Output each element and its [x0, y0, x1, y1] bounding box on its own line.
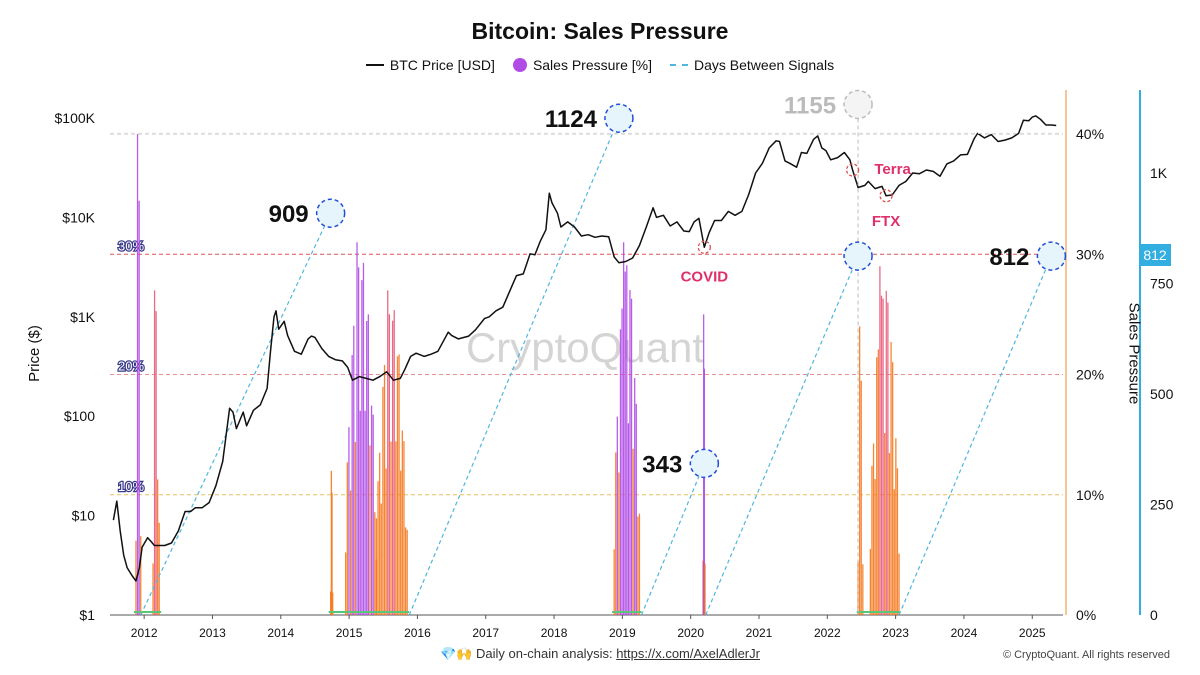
y-left-tick-label: $100 — [64, 408, 95, 424]
signal-label-1155: 1155 — [784, 92, 836, 119]
signal-label-1124: 1124 — [545, 106, 598, 133]
signal-circle-1155 — [843, 89, 873, 120]
y-left-tick-label: $1K — [70, 309, 96, 325]
legend-item-pressure[interactable]: Sales Pressure [%] — [512, 57, 652, 73]
event-label-ftx: FTX — [872, 213, 900, 230]
x-tick-label: 2023 — [882, 626, 909, 640]
price-line-swatch — [365, 64, 384, 66]
days-ramp-0 — [140, 212, 332, 616]
x-tick-label: 2022 — [814, 626, 841, 640]
x-tick-label: 2024 — [951, 626, 978, 640]
y-left-tick-label: $100K — [55, 110, 96, 126]
x-tick-label: 2013 — [199, 626, 226, 640]
y-pressure-tick-label: 30% — [1076, 246, 1104, 262]
y-pressure-tick-label: 40% — [1076, 126, 1104, 142]
legend-pressure-label: Sales Pressure [%] — [532, 57, 652, 73]
x-tick-label: 2020 — [677, 626, 704, 640]
y-left-tick-label: $1 — [79, 607, 95, 623]
y-days-tick-label: 0 — [1150, 607, 1158, 623]
event-label-terra: Terra — [874, 161, 911, 178]
y-days-tick-label: 500 — [1150, 386, 1174, 402]
days-dash-swatch — [670, 64, 688, 66]
footer-link[interactable]: https://x.com/AxelAdlerJr — [616, 646, 760, 661]
y-days-tick-label: 750 — [1150, 276, 1174, 292]
threshold-label-10: 10% — [118, 479, 144, 494]
y-pressure-tick-label: 10% — [1076, 487, 1104, 503]
y-axis-right-label: Sales Pressure — [1125, 302, 1143, 405]
x-tick-label: 2012 — [131, 626, 158, 640]
signal-circle-812-2022 — [843, 241, 873, 271]
event-marker-ftx — [879, 189, 893, 203]
chart-title: Bitcoin: Sales Pressure — [471, 18, 729, 44]
event-marker-covid — [697, 240, 711, 254]
copyright: © CryptoQuant. All rights reserved — [1002, 649, 1170, 661]
signal-label-909: 909 — [269, 201, 309, 228]
y-left-tick-label: $10 — [72, 508, 96, 524]
current-days-badge: 812 — [1139, 244, 1171, 266]
days-ramp-1 — [408, 117, 620, 616]
x-tick-label: 2019 — [609, 626, 636, 640]
footer-prefix: 💎🙌 Daily on-chain analysis: — [440, 646, 617, 661]
legend-item-days[interactable]: Days Between Signals — [670, 57, 834, 73]
y-days-tick-label: 1K — [1150, 165, 1168, 181]
y-left-tick-label: $10K — [62, 209, 95, 225]
y-days-tick-label: 250 — [1150, 497, 1174, 513]
x-tick-label: 2017 — [472, 626, 499, 640]
btc-price-line — [112, 115, 1057, 582]
signal-circle-343 — [689, 448, 720, 479]
legend-price-label: BTC Price [USD] — [389, 57, 495, 73]
signal-label-343: 343 — [642, 451, 682, 478]
x-tick-label: 2018 — [541, 626, 568, 640]
days-ramp-2 — [640, 463, 705, 616]
threshold-label-30: 30% — [118, 238, 144, 253]
signal-circle-1124 — [604, 103, 634, 133]
event-label-covid: COVID — [681, 268, 729, 285]
days-ramp-4 — [898, 255, 1052, 616]
x-tick-label: 2016 — [404, 626, 431, 640]
y-pressure-tick-label: 20% — [1076, 367, 1104, 383]
signal-circle-812 — [1036, 241, 1067, 271]
legend-days-label: Days Between Signals — [694, 57, 835, 73]
pressure-dot-swatch — [512, 58, 527, 72]
threshold-label-20: 20% — [118, 359, 144, 374]
days-ramp-3 — [705, 255, 859, 616]
legend: BTC Price [USD] Sales Pressure [%] Days … — [0, 57, 1200, 73]
pressure-bars — [135, 134, 900, 615]
footer: 💎🙌 Daily on-chain analysis: https://x.co… — [0, 646, 1200, 662]
signal-label-812: 812 — [989, 244, 1029, 271]
x-tick-label: 2025 — [1019, 626, 1046, 640]
legend-item-price[interactable]: BTC Price [USD] — [365, 57, 495, 73]
y-pressure-tick-label: 0% — [1076, 607, 1096, 623]
x-tick-label: 2014 — [267, 626, 294, 640]
event-marker-terra — [845, 163, 860, 177]
x-tick-label: 2021 — [746, 626, 773, 640]
y-axis-left-label: Price ($) — [25, 325, 43, 382]
watermark: CryptoQuant — [466, 324, 704, 371]
signal-circle-909 — [315, 198, 346, 228]
x-tick-label: 2015 — [336, 626, 363, 640]
